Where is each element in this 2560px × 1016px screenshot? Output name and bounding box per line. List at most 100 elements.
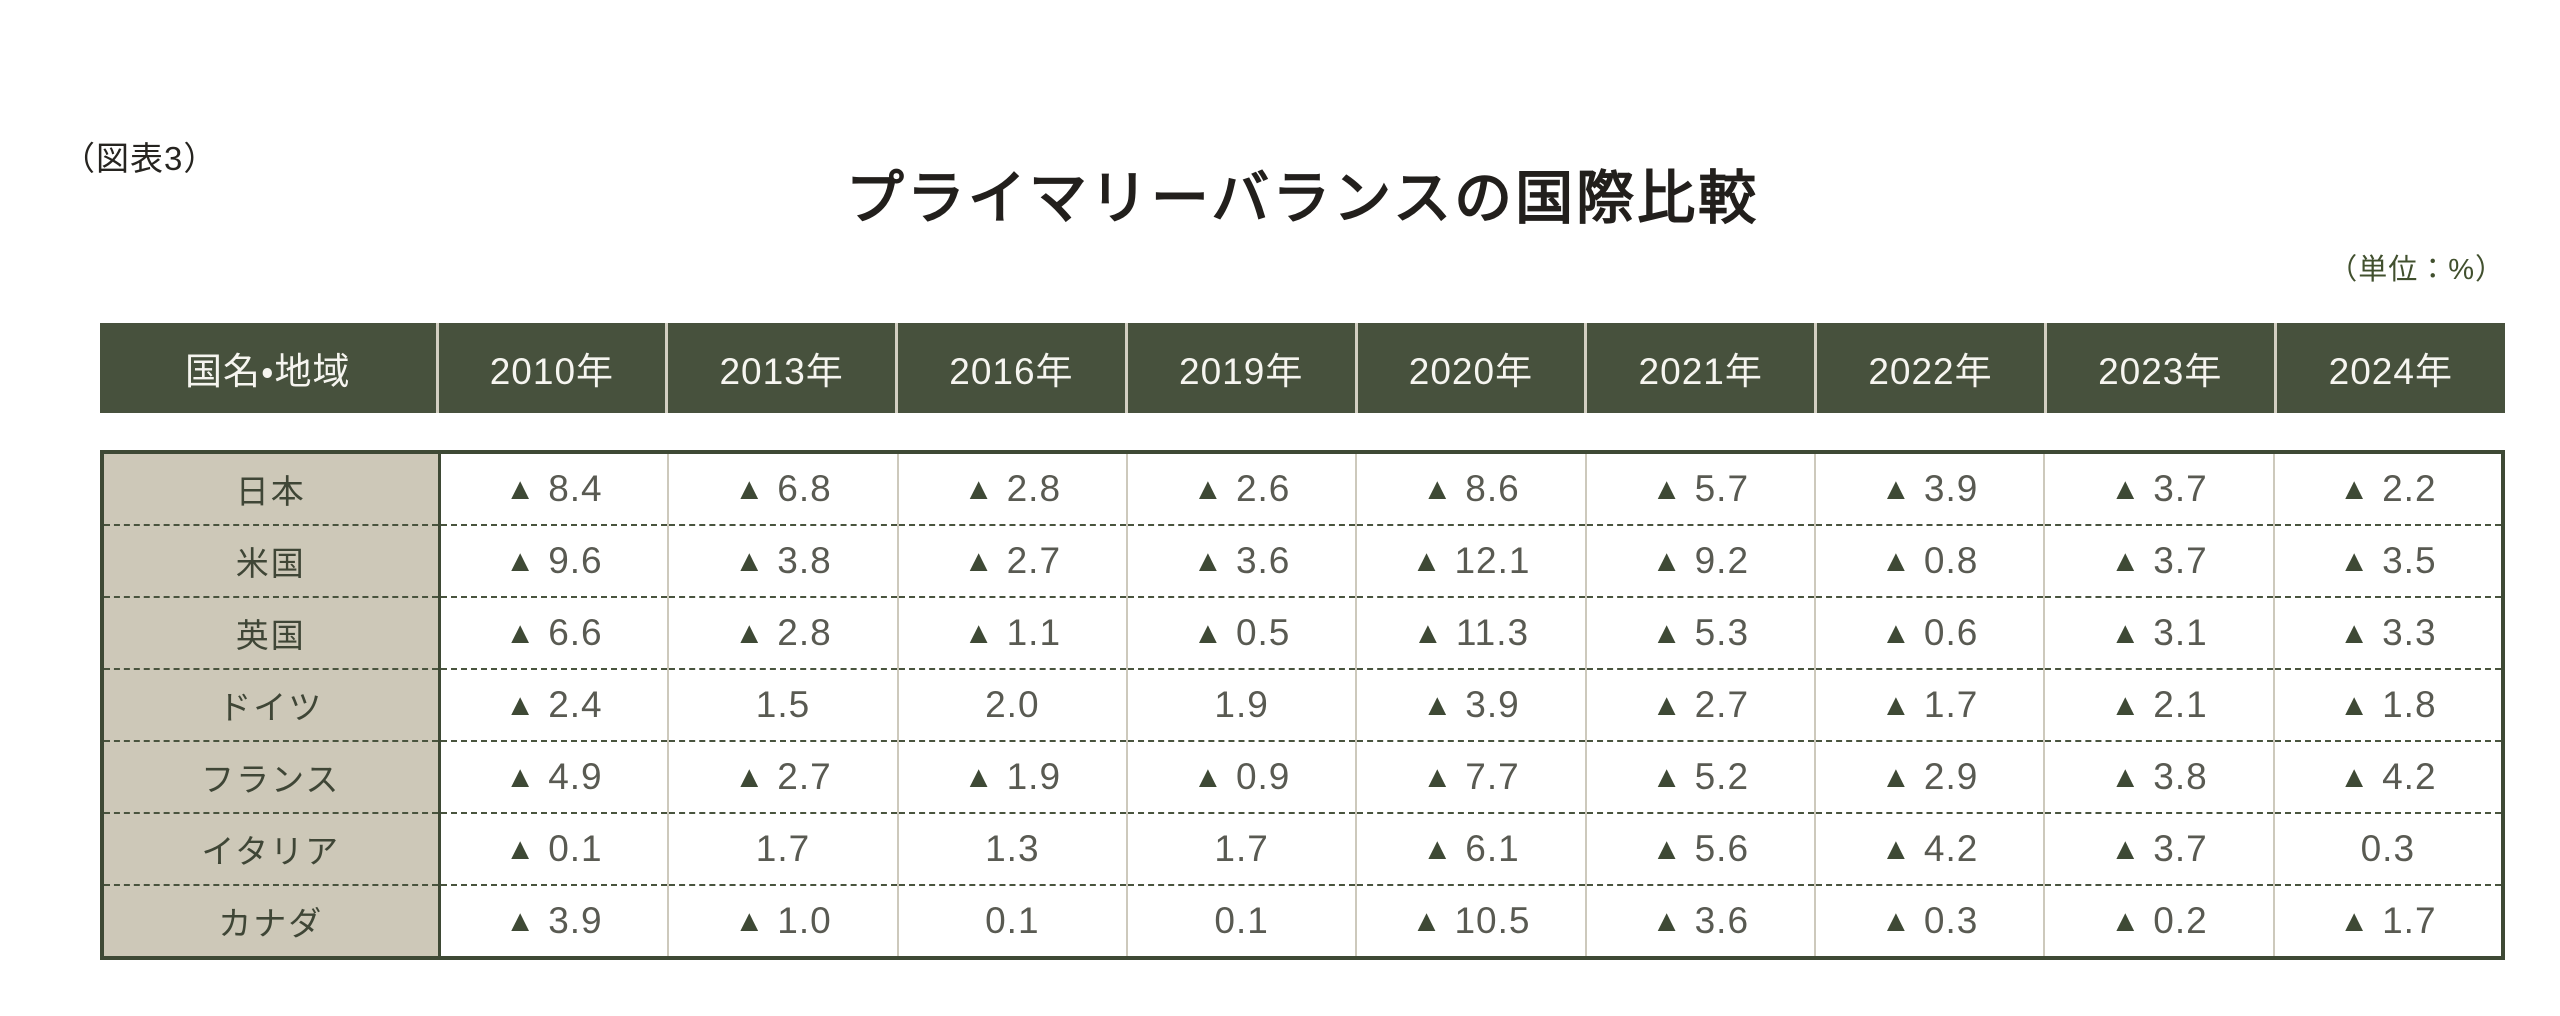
negative-triangle-icon: ▲	[734, 617, 766, 650]
value-cell: 1.5	[668, 669, 899, 741]
table-row: フランス ▲ 4.9 ▲ 2.7 ▲ 1.9 ▲ 0.9 ▲ 7.7 ▲ 5.2 ▲ 2.9 ▲ 3.8 ▲ 4.2	[102, 741, 2503, 813]
negative-triangle-icon: ▲	[963, 473, 995, 506]
value-cell: ▲ 2.9	[1814, 741, 2046, 813]
value-cell: ▲ 1.9	[897, 741, 1128, 813]
negative-triangle-icon: ▲	[505, 833, 537, 866]
value-cell: ▲ 3.9	[439, 885, 670, 958]
table-body: 日本 ▲ 8.4 ▲ 6.8 ▲ 2.8 ▲ 2.6 ▲ 8.6 ▲ 5.7 ▲ 3.9 ▲ 3.7 ▲ 2.2 米国…	[102, 452, 2503, 958]
country-cell: 英国	[102, 597, 441, 669]
table-row: 米国 ▲ 9.6 ▲ 3.8 ▲ 2.7 ▲ 3.6 ▲ 12.1 ▲ 9.2 ▲ 0.8 ▲ 3.7 ▲ 3.5	[102, 525, 2503, 597]
value-cell: 1.9	[1126, 669, 1358, 741]
comparison-table-header: 国名・地域 2010年 2013年 2016年 2019年 2020年 2021年 2022年…	[100, 323, 2505, 413]
value-cell: 2.0	[897, 669, 1128, 741]
value-cell: ▲ 9.6	[439, 525, 670, 597]
country-cell: 日本	[102, 452, 441, 525]
negative-triangle-icon: ▲	[2110, 689, 2142, 722]
negative-triangle-icon: ▲	[2339, 617, 2371, 650]
negative-triangle-icon: ▲	[1651, 545, 1683, 578]
negative-triangle-icon: ▲	[505, 617, 537, 650]
negative-triangle-icon: ▲	[2339, 545, 2371, 578]
negative-triangle-icon: ▲	[1192, 545, 1224, 578]
value-cell: ▲ 1.8	[2273, 669, 2503, 741]
negative-triangle-icon: ▲	[2110, 473, 2142, 506]
value-cell: ▲ 6.6	[439, 597, 670, 669]
negative-triangle-icon: ▲	[2110, 617, 2142, 650]
value-cell: 0.1	[1126, 885, 1358, 958]
negative-triangle-icon: ▲	[1412, 617, 1444, 650]
value-cell: ▲ 3.9	[1356, 669, 1587, 741]
negative-triangle-icon: ▲	[734, 905, 766, 938]
value-cell: ▲ 2.4	[439, 669, 670, 741]
value-cell: 1.7	[668, 813, 899, 885]
negative-triangle-icon: ▲	[1651, 761, 1683, 794]
negative-triangle-icon: ▲	[963, 761, 995, 794]
value-cell: ▲ 3.1	[2044, 597, 2275, 669]
negative-triangle-icon: ▲	[2339, 689, 2371, 722]
negative-triangle-icon: ▲	[2339, 905, 2371, 938]
value-cell: ▲ 0.1	[439, 813, 670, 885]
value-cell: ▲ 3.6	[1585, 885, 1816, 958]
negative-triangle-icon: ▲	[1651, 473, 1683, 506]
country-cell: ドイツ	[102, 669, 441, 741]
value-cell: ▲ 5.6	[1585, 813, 1816, 885]
negative-triangle-icon: ▲	[1651, 833, 1683, 866]
header-cell-year: 2023年	[2045, 323, 2277, 413]
value-cell: ▲ 2.1	[2044, 669, 2275, 741]
negative-triangle-icon: ▲	[2110, 545, 2142, 578]
negative-triangle-icon: ▲	[1651, 617, 1683, 650]
table-header-row: 国名・地域 2010年 2013年 2016年 2019年 2020年 2021年 2022年…	[100, 323, 2505, 413]
negative-triangle-icon: ▲	[734, 761, 766, 794]
value-cell: ▲ 4.2	[2273, 741, 2503, 813]
table-row: カナダ ▲ 3.9 ▲ 1.0 0.1 0.1 ▲ 10.5 ▲ 3.6 ▲ 0.3 ▲ 0.2 ▲ 1.7	[102, 885, 2503, 958]
negative-triangle-icon: ▲	[1411, 905, 1443, 938]
table-row: ドイツ ▲ 2.4 1.5 2.0 1.9 ▲ 3.9 ▲ 2.7 ▲ 1.7 ▲ 2.1 ▲ 1.8	[102, 669, 2503, 741]
negative-triangle-icon: ▲	[1422, 833, 1454, 866]
country-cell: フランス	[102, 741, 441, 813]
value-cell: ▲ 7.7	[1356, 741, 1587, 813]
value-cell: ▲ 6.1	[1356, 813, 1587, 885]
negative-triangle-icon: ▲	[1880, 689, 1912, 722]
negative-triangle-icon: ▲	[1880, 833, 1912, 866]
negative-triangle-icon: ▲	[1422, 473, 1454, 506]
value-cell: ▲ 3.6	[1126, 525, 1358, 597]
value-cell: ▲ 3.5	[2273, 525, 2503, 597]
negative-triangle-icon: ▲	[1880, 545, 1912, 578]
header-cell-year: 2016年	[896, 323, 1128, 413]
value-cell: ▲ 5.3	[1585, 597, 1816, 669]
negative-triangle-icon: ▲	[1880, 905, 1912, 938]
comparison-table-body: 日本 ▲ 8.4 ▲ 6.8 ▲ 2.8 ▲ 2.6 ▲ 8.6 ▲ 5.7 ▲ 3.9 ▲ 3.7 ▲ 2.2 米国…	[100, 450, 2505, 960]
header-cell-year: 2024年	[2275, 323, 2505, 413]
negative-triangle-icon: ▲	[2110, 905, 2142, 938]
value-cell: ▲ 2.6	[1126, 452, 1358, 525]
value-cell: ▲ 8.6	[1356, 452, 1587, 525]
value-cell: ▲ 3.3	[2273, 597, 2503, 669]
negative-triangle-icon: ▲	[505, 905, 537, 938]
negative-triangle-icon: ▲	[734, 473, 766, 506]
value-cell: ▲ 4.2	[1814, 813, 2046, 885]
value-cell: ▲ 0.6	[1814, 597, 2046, 669]
value-cell: ▲ 2.7	[897, 525, 1128, 597]
value-cell: ▲ 0.8	[1814, 525, 2046, 597]
value-cell: ▲ 3.7	[2044, 525, 2275, 597]
figure-label: （図表3）	[62, 140, 218, 177]
page-title: プライマリーバランスの国際比較	[845, 165, 1760, 231]
value-cell: 1.7	[1126, 813, 1358, 885]
negative-triangle-icon: ▲	[1192, 617, 1224, 650]
negative-triangle-icon: ▲	[963, 617, 995, 650]
negative-triangle-icon: ▲	[1880, 473, 1912, 506]
value-cell: ▲ 2.8	[897, 452, 1128, 525]
negative-triangle-icon: ▲	[505, 545, 537, 578]
country-cell: イタリア	[102, 813, 441, 885]
value-cell: ▲ 2.2	[2273, 452, 2503, 525]
header-cell-year: 2010年	[437, 323, 669, 413]
negative-triangle-icon: ▲	[1192, 761, 1224, 794]
header-cell-year: 2019年	[1126, 323, 1358, 413]
negative-triangle-icon: ▲	[963, 545, 995, 578]
negative-triangle-icon: ▲	[1880, 761, 1912, 794]
header-cell-year: 2020年	[1356, 323, 1588, 413]
value-cell: ▲ 2.7	[1585, 669, 1816, 741]
value-cell: ▲ 0.5	[1126, 597, 1358, 669]
value-cell: ▲ 3.9	[1814, 452, 2046, 525]
value-cell: ▲ 5.2	[1585, 741, 1816, 813]
